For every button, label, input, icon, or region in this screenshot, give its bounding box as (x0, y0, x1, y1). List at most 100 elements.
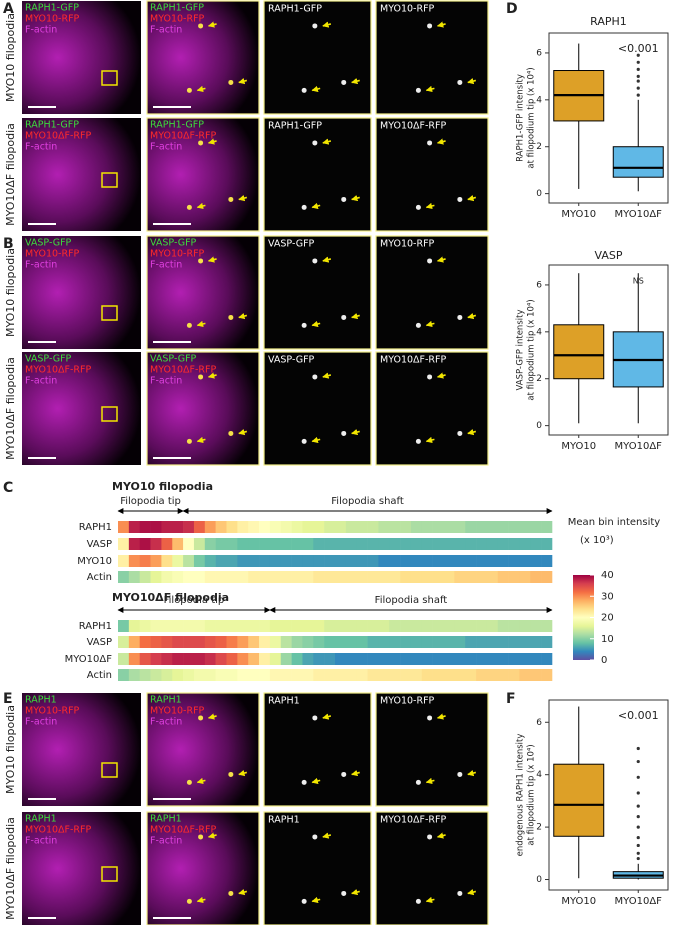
colorbar-tick-label: 0 (601, 655, 607, 666)
heat-cell (204, 555, 216, 567)
signal (312, 834, 318, 840)
image (22, 812, 141, 925)
channel-label: F-actin (150, 260, 182, 271)
heat-cell (356, 669, 368, 681)
x-tick-label: MYO10 (561, 441, 596, 452)
colorbar-tick-label: 10 (601, 634, 614, 645)
arrow (467, 312, 477, 320)
channel-label: MYO10ΔF-RFP (150, 825, 217, 836)
annotation: <0.001 (618, 709, 659, 722)
colorbar-tick-label: 20 (601, 613, 614, 624)
heat-cell (519, 620, 531, 632)
channel-label: F-actin (150, 836, 182, 847)
heat-cell (421, 620, 433, 632)
heat-cell (345, 538, 357, 550)
heat-cell (150, 538, 162, 550)
heat-cell (128, 636, 140, 648)
heat-cell (237, 555, 249, 567)
image (264, 118, 371, 231)
heat-cell (497, 669, 509, 681)
heat-cell (118, 571, 130, 583)
image-frame (263, 351, 372, 466)
heat-cell (269, 571, 282, 583)
outlier (636, 825, 640, 829)
heat-cell (432, 669, 444, 681)
image (22, 352, 141, 465)
plot-frame (548, 32, 669, 204)
arrow (351, 769, 360, 777)
heat-cell (193, 538, 206, 550)
heat-cell (259, 653, 271, 665)
arrow (425, 85, 435, 93)
heat-cell (291, 636, 303, 648)
signal (415, 898, 421, 904)
heat-cell (345, 669, 357, 681)
heat-cell (204, 669, 216, 681)
channel-label: VASP-GFP (25, 238, 72, 249)
heat-cell (389, 669, 401, 681)
heat-cell (280, 669, 292, 681)
heat-cell (465, 538, 477, 550)
heat-cell (161, 669, 173, 681)
heat-cell (345, 620, 357, 632)
outlier (636, 804, 640, 808)
heat-cell (400, 521, 412, 533)
heat-cell (530, 538, 542, 550)
heat-cell (486, 620, 499, 632)
y-axis-label: at filopodium tip (x 10⁴) (527, 299, 537, 400)
heat-cell (313, 521, 325, 533)
outlier (636, 775, 640, 779)
signal (457, 890, 463, 896)
chart-title: MYO10 filopodia (112, 480, 213, 493)
heat-cell (486, 571, 499, 583)
arrow (311, 85, 321, 93)
image-frame (146, 692, 260, 807)
channel-label: F-actin (25, 717, 57, 728)
signal (457, 196, 463, 202)
heat-cell (128, 538, 140, 550)
signal (228, 771, 234, 777)
channel-label: VASP-GFP (150, 238, 197, 249)
heat-cell (259, 636, 271, 648)
signal (186, 779, 192, 785)
heat-cell (356, 620, 368, 632)
annotation: <0.001 (618, 42, 659, 55)
y-axis-label: endogenous RAPH1 intensity (516, 734, 526, 857)
channel-label: RAPH1-GFP (25, 120, 79, 131)
heat-cell (259, 521, 271, 533)
heat-cell (248, 653, 260, 665)
heat-cell (400, 555, 412, 567)
heat-cell (530, 669, 542, 681)
panel-letter: B (3, 236, 14, 252)
channel-label: MYO10ΔF-RFP (380, 815, 447, 826)
outlier (636, 60, 640, 64)
heat-cell (172, 571, 184, 583)
signal (415, 87, 421, 93)
zoom-box (101, 866, 118, 882)
signal (228, 890, 234, 896)
heat-cell (421, 521, 433, 533)
arrow (322, 256, 332, 263)
image (147, 352, 259, 465)
image (264, 352, 371, 465)
heat-cell (269, 669, 282, 681)
heat-cell (335, 653, 347, 665)
heat-cell (193, 636, 206, 648)
signal (341, 196, 347, 202)
heat-cell (324, 620, 336, 632)
row-label: MYO10ΔF filopodia (4, 817, 17, 920)
arrow (207, 21, 217, 28)
heat-cell (410, 636, 423, 648)
heat-cell (139, 620, 151, 632)
range-label: Filopodia tip (120, 496, 181, 507)
signal (186, 87, 192, 93)
heat-cell (356, 636, 368, 648)
signal (312, 374, 318, 380)
signal (457, 771, 463, 777)
heat-cell (128, 555, 140, 567)
signal (312, 715, 318, 721)
image-frame (263, 235, 372, 350)
heat-cell (259, 669, 271, 681)
heat-cell (324, 571, 336, 583)
heat-cell (410, 538, 423, 550)
